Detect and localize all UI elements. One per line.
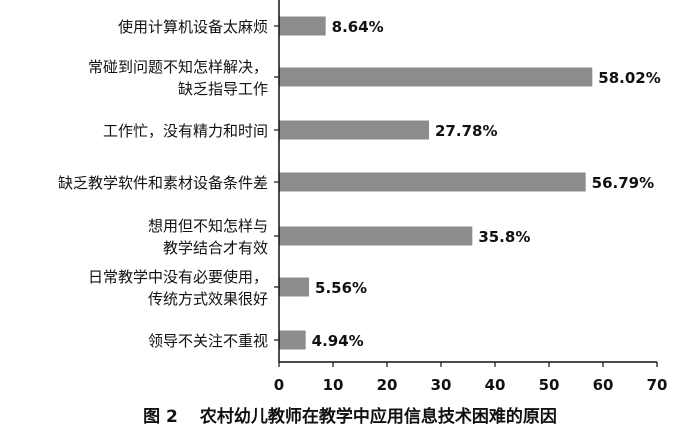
category-label: 缺乏教学软件和素材设备条件差 <box>58 174 268 192</box>
bar <box>279 277 310 297</box>
bar-value-label: 27.78% <box>435 122 497 140</box>
x-tick-label: 20 <box>377 376 398 394</box>
category-label: 常碰到问题不知怎样解决， <box>88 58 268 76</box>
x-tick-label: 0 <box>274 376 284 394</box>
category-label: 传统方式效果很好 <box>148 290 268 308</box>
x-tick-label: 60 <box>593 376 614 394</box>
bar-value-label: 4.94% <box>312 332 364 350</box>
category-label: 想用但不知怎样与 <box>148 217 268 235</box>
bar <box>279 120 430 140</box>
bar <box>279 330 306 350</box>
category-label: 日常教学中没有必要使用， <box>88 268 268 286</box>
category-label: 使用计算机设备太麻烦 <box>118 18 268 36</box>
bar-value-label: 8.64% <box>332 18 384 36</box>
category-label: 缺乏指导工作 <box>178 80 268 98</box>
x-tick-label: 30 <box>431 376 452 394</box>
x-tick-label: 70 <box>647 376 668 394</box>
bar <box>279 226 473 246</box>
category-label: 工作忙，没有精力和时间 <box>103 122 268 140</box>
category-label: 教学结合才有效 <box>163 239 268 257</box>
x-tick-label: 50 <box>539 376 560 394</box>
bar <box>279 67 593 87</box>
bar-value-label: 56.79% <box>592 174 654 192</box>
x-axis-ticks: 0 10 20 30 40 50 60 70 <box>274 362 668 394</box>
bar-value-label: 5.56% <box>315 279 367 297</box>
x-tick-label: 40 <box>485 376 506 394</box>
bar-value-label: 58.02% <box>598 69 660 87</box>
category-label: 领导不关注不重视 <box>148 332 268 350</box>
bar <box>279 172 586 192</box>
figure-caption: 图 2 农村幼儿教师在教学中应用信息技术困难的原因 <box>0 402 700 427</box>
figure-number: 图 2 <box>143 407 178 427</box>
bar-value-label: 35.8% <box>478 228 530 246</box>
x-tick-label: 10 <box>323 376 344 394</box>
bar <box>279 16 326 36</box>
bars-layer <box>274 16 593 350</box>
figure-title: 农村幼儿教师在教学中应用信息技术困难的原因 <box>199 407 557 427</box>
value-labels: 8.64% 58.02% 27.78% 56.79% 35.8% 5.56% 4.94% <box>312 18 661 350</box>
